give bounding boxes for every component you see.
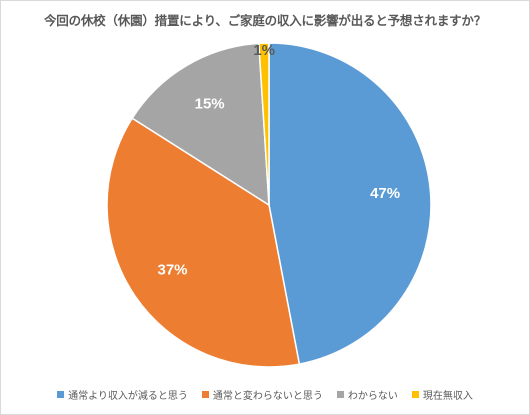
legend-label-decrease: 通常より収入が減ると思う — [68, 391, 188, 402]
slice-label-no-change: 37% — [158, 262, 188, 279]
slice-label-no-income: 1% — [253, 42, 275, 59]
legend-swatch-unknown — [336, 391, 344, 398]
legend-item-decrease: 通常より収入が減ると思う — [57, 387, 188, 402]
legend: 通常より収入が減ると思う 通常と変わらないと思う わからない 現在無収入 — [1, 387, 529, 402]
pie-slice-decrease — [268, 42, 432, 366]
legend-item-unknown: わからない — [336, 387, 398, 402]
slice-label-decrease: 47% — [370, 185, 400, 202]
legend-item-no-change: 通常と変わらないと思う — [201, 387, 323, 402]
pie-slice-no-change — [106, 117, 301, 368]
legend-label-unknown: わからない — [347, 391, 398, 402]
slice-label-unknown: 15% — [195, 96, 225, 113]
legend-label-no-income: 現在無収入 — [422, 391, 473, 402]
legend-swatch-no-income — [411, 391, 419, 398]
legend-item-no-income: 現在無収入 — [411, 387, 473, 402]
pie-slice-no-income — [258, 42, 270, 206]
legend-label-no-change: 通常と変わらないと思う — [212, 391, 323, 402]
chart-title: 今回の休校（休園）措置により、ご家庭の収入に影響が出ると予想されますか？ — [43, 13, 487, 28]
pie-slice-unknown — [131, 42, 270, 207]
legend-swatch-decrease — [57, 391, 65, 398]
legend-swatch-no-change — [201, 391, 209, 398]
